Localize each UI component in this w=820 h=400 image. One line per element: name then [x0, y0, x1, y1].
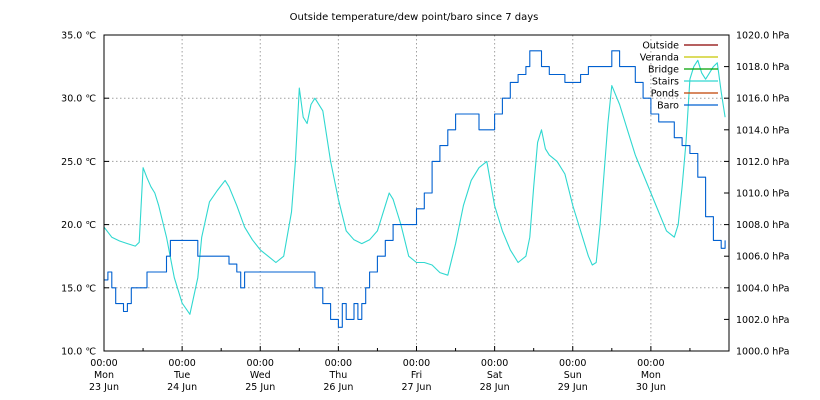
- chart-title: Outside temperature/dew point/baro since…: [290, 12, 539, 23]
- y2-tick-label: 1000.0 hPa: [736, 347, 789, 358]
- x-tick-date: 28 Jun: [480, 382, 510, 393]
- x-tick-time: 00:00: [325, 358, 352, 369]
- x-tick-date: 23 Jun: [89, 382, 119, 393]
- x-tick-day: Sat: [487, 370, 503, 381]
- x-tick-time: 00:00: [637, 358, 664, 369]
- plot-frame: [103, 34, 730, 352]
- y2-tick-label: 1014.0 hPa: [736, 125, 789, 136]
- y-tick-label: 15.0 ℃: [61, 283, 96, 294]
- x-tick-day: Mon: [641, 370, 661, 381]
- right-axis: 1000.0 hPa 1002.0 hPa 1004.0 hPa 1006.0 hPa…: [724, 31, 789, 358]
- legend-label-stairs: Stairs: [652, 77, 679, 88]
- x-tick-day: Sun: [564, 370, 582, 381]
- y2-tick-label: 1008.0 hPa: [736, 220, 789, 231]
- series-lines: [103, 50, 726, 328]
- x-tick-time: 00:00: [403, 358, 430, 369]
- legend-label-ponds: Ponds: [651, 89, 679, 100]
- x-tick-time: 00:00: [481, 358, 508, 369]
- x-tick-time: 00:00: [559, 358, 586, 369]
- x-tick-date: 30 Jun: [636, 382, 666, 393]
- x-tick-day: Mon: [94, 370, 114, 381]
- y-tick-label: 25.0 ℃: [61, 157, 96, 168]
- y-tick-label: 10.0 ℃: [61, 347, 96, 358]
- x-tick-time: 00:00: [168, 358, 195, 369]
- legend-label-bridge: Bridge: [648, 65, 679, 76]
- y-tick-label: 20.0 ℃: [61, 220, 96, 231]
- x-tick-day: Tue: [173, 370, 190, 381]
- x-tick-date: 26 Jun: [323, 382, 353, 393]
- y2-tick-label: 1018.0 hPa: [736, 62, 789, 73]
- y2-tick-label: 1004.0 hPa: [736, 283, 789, 294]
- left-axis: 10.0 ℃ 15.0 ℃ 20.0 ℃ 25.0 ℃ 30.0 ℃ 35.0 ℃: [61, 31, 109, 358]
- x-tick-date: 25 Jun: [245, 382, 275, 393]
- series-stairs-line: [103, 59, 726, 315]
- y2-tick-label: 1002.0 hPa: [736, 315, 789, 326]
- y2-tick-label: 1016.0 hPa: [736, 94, 789, 105]
- x-tick-time: 00:00: [247, 358, 274, 369]
- x-tick-day: Thu: [328, 370, 347, 381]
- legend-label-outside: Outside: [642, 41, 679, 52]
- y2-tick-label: 1012.0 hPa: [736, 157, 789, 168]
- x-tick-date: 24 Jun: [167, 382, 197, 393]
- y2-tick-label: 1006.0 hPa: [736, 252, 789, 263]
- y2-tick-label: 1010.0 hPa: [736, 189, 789, 200]
- legend-label-baro: Baro: [657, 101, 679, 112]
- legend-label-veranda: Veranda: [640, 53, 679, 64]
- x-tick-day: Fri: [411, 370, 422, 381]
- y-tick-label: 30.0 ℃: [61, 94, 96, 105]
- y-tick-label: 35.0 ℃: [61, 31, 96, 42]
- series-baro-line: [104, 50, 726, 328]
- x-tick-time: 00:00: [90, 358, 117, 369]
- y2-tick-label: 1020.0 hPa: [736, 31, 789, 42]
- x-tick-date: 27 Jun: [402, 382, 432, 393]
- x-tick-date: 29 Jun: [558, 382, 588, 393]
- x-tick-day: Wed: [250, 370, 271, 381]
